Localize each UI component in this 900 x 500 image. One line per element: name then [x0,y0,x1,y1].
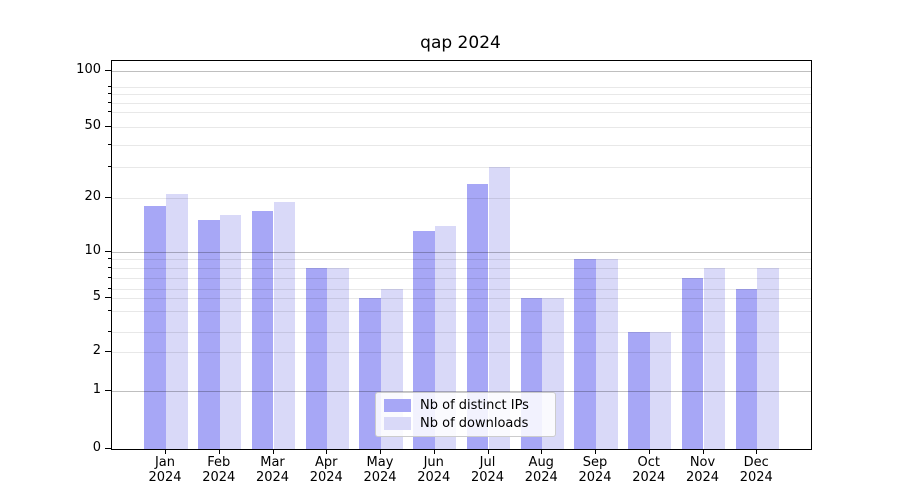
y-tick-label-100: 100 [76,62,101,77]
y-tick-50 [105,126,111,127]
y-tick-label-50: 50 [84,118,101,133]
x-tick-label-dec: Dec 2024 [739,455,773,485]
y-tick-10 [105,250,111,252]
gridline-9 [112,259,811,261]
x-tick-label-feb: Feb 2024 [202,455,236,485]
gridline-80 [112,94,811,96]
gridline-20 [112,198,811,199]
y-tick-label-2: 2 [92,342,101,358]
y-tick-label-10: 10 [84,242,101,258]
x-tick-label-mar: Mar 2024 [255,455,290,485]
x-tick-label-aug: Aug 2024 [524,455,558,485]
gridline-90 [112,86,811,88]
legend-label-1: Nb of downloads [420,416,529,431]
y-minor-tick-6 [108,288,111,290]
bar-distinct-ips-oct [628,331,650,449]
bar-downloads-sep [596,259,618,449]
legend-swatch-0 [384,399,411,412]
legend-item-1: Nb of downloads [384,416,555,431]
bar-distinct-ips-jan [144,206,166,449]
bar-downloads-feb [219,215,242,449]
bar-distinct-ips-mar [251,210,274,449]
y-minor-tick-7 [108,277,111,279]
gridline-1 [112,391,811,392]
y-tick-2 [105,350,111,352]
bar-distinct-ips-feb [198,220,220,449]
x-tick-label-jan: Jan 2024 [148,455,182,485]
x-tick-may [380,449,381,454]
y-tick-5 [105,296,111,298]
y-tick-20 [105,197,111,198]
y-minor-tick-90 [108,85,111,87]
bar-distinct-ips-jul [466,184,489,449]
gridline-3 [112,331,811,333]
y-minor-tick-4 [108,309,111,311]
gridline-7 [112,278,811,280]
gridline-70 [112,102,811,104]
gridline-6 [112,289,811,291]
x-tick-label-jun: Jun 2024 [417,455,451,485]
x-tick-nov [702,449,704,454]
y-tick-1 [105,390,111,391]
x-tick-label-apr: Apr 2024 [309,455,343,485]
gridline-40 [112,144,811,146]
x-tick-oct [648,449,650,454]
y-tick-label-1: 1 [92,382,101,397]
legend-label-0: Nb of distinct IPs [420,398,529,413]
legend-item-0: Nb of distinct IPs [384,398,555,413]
gridline-100 [112,71,811,72]
y-minor-tick-60 [108,111,111,113]
legend-swatch-1 [384,417,411,430]
y-minor-tick-3 [108,330,111,332]
legend: Nb of distinct IPs Nb of downloads [375,392,556,437]
bar-downloads-nov [703,268,726,449]
gridline-50 [112,127,811,128]
x-tick-feb [218,449,220,454]
bar-distinct-ips-dec [735,289,758,449]
x-tick-jan [165,449,166,454]
gridline-30 [112,167,811,169]
gridline-8 [112,268,811,269]
bar-downloads-jul [488,167,511,449]
chart-title: qap 2024 [420,33,501,53]
x-tick-jul [487,449,489,454]
x-tick-label-may: May 2024 [363,455,397,485]
y-tick-100 [105,70,111,71]
y-minor-tick-30 [108,166,111,168]
y-minor-tick-8 [108,267,111,268]
gridline-60 [112,112,811,114]
bar-distinct-ips-sep [574,259,596,449]
bar-downloads-jan [166,194,188,449]
y-tick-label-0: 0 [92,440,101,455]
x-tick-label-nov: Nov 2024 [685,455,720,485]
y-tick-label-5: 5 [92,288,101,304]
gridline-10 [112,251,811,253]
bar-distinct-ips-apr [305,268,328,449]
x-tick-label-jul: Jul 2024 [470,455,505,485]
x-tick-label-sep: Sep 2024 [578,455,612,485]
y-tick-label-20: 20 [84,189,101,204]
x-tick-dec [756,449,758,454]
bar-downloads-mar [273,201,296,449]
bar-distinct-ips-nov [681,278,704,449]
y-minor-tick-9 [108,258,111,260]
y-minor-tick-70 [108,101,111,103]
y-minor-tick-40 [108,143,111,145]
bar-downloads-apr [327,268,349,449]
y-tick-0 [105,448,111,449]
bar-downloads-oct [649,331,672,449]
gridline-2 [112,351,811,353]
x-tick-mar [272,449,274,454]
gridline-4 [112,310,811,312]
x-tick-apr [326,449,328,454]
x-tick-jun [433,449,435,454]
x-tick-label-oct: Oct 2024 [632,455,666,485]
bar-downloads-dec [757,268,779,449]
x-tick-aug [541,449,543,454]
x-tick-sep [595,449,596,454]
y-minor-tick-80 [108,93,111,95]
gridline-5 [112,297,811,299]
